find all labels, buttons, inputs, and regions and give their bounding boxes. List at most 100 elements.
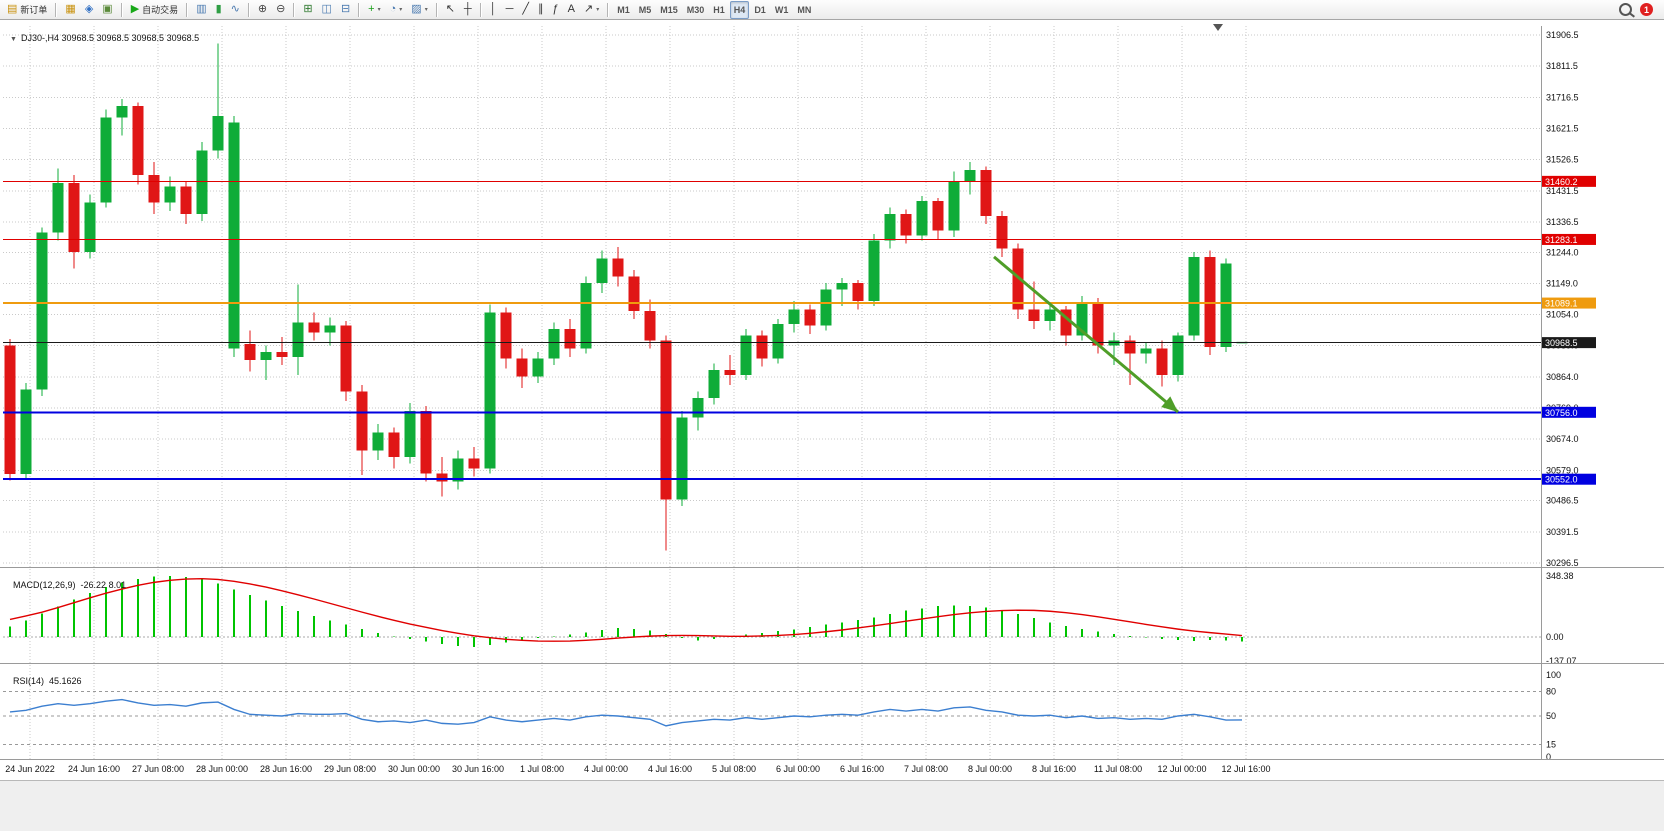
candle-body	[84, 202, 96, 252]
candle-body	[1044, 309, 1056, 321]
chevron-down-icon: ▾	[596, 7, 600, 13]
arrange-vertical-icon: ◫	[321, 3, 332, 15]
chevron-down-icon: ▾	[424, 7, 428, 13]
candle-body	[116, 106, 128, 118]
cursor-button[interactable]: ↖	[442, 1, 459, 19]
macd-label: MACD(12,26,9) -26.22 8.01	[8, 570, 126, 590]
periods-button[interactable]: ◔ ▾	[386, 1, 407, 19]
fibonacci-button[interactable]: ƒ	[549, 1, 563, 19]
candle-body	[884, 214, 896, 241]
timeframe-mn-button[interactable]: MN	[793, 1, 815, 19]
trendline-button[interactable]: ╱	[518, 1, 533, 19]
horizontal-line-icon: ─	[505, 3, 514, 15]
timeframe-m5-button[interactable]: M5	[635, 1, 656, 19]
candle-body	[4, 345, 16, 474]
candle-body	[468, 458, 480, 469]
market-watch-button[interactable]: ▦	[61, 1, 79, 19]
candle-body	[100, 117, 112, 203]
candle-body	[1172, 335, 1184, 375]
trendline-icon: ╱	[522, 3, 530, 15]
timeframe-m15-button[interactable]: M15	[656, 1, 682, 19]
candlestick-chart-button[interactable]: ▮	[212, 1, 226, 19]
rsi-axis-label: 100	[1546, 670, 1561, 680]
candle-body	[964, 169, 976, 182]
bottom-panel	[0, 780, 1664, 831]
candle-body	[516, 358, 528, 377]
candle-body	[692, 397, 704, 418]
candle-body	[628, 276, 640, 311]
line-chart-button[interactable]: ∿	[227, 1, 244, 19]
time-label: 28 Jun 00:00	[196, 764, 248, 774]
price-badge	[1542, 406, 1596, 418]
tile-windows-button[interactable]: ⊞	[299, 1, 316, 19]
rsi-value: 45.1626	[49, 676, 82, 686]
timeframe-d1-button[interactable]: D1	[750, 1, 770, 19]
bar-chart-button[interactable]: ▥	[192, 1, 210, 19]
arrange-horizontal-icon: ⊟	[340, 3, 351, 15]
price-label: 31906.5	[1546, 30, 1579, 40]
candle-body	[548, 329, 560, 359]
crosshair-button[interactable]: ┼	[460, 1, 476, 19]
candle-body	[260, 351, 272, 361]
zoom-out-icon: ⊖	[276, 3, 286, 15]
candle-body	[484, 312, 496, 469]
templates-button[interactable]: ▨ ▾	[407, 1, 431, 19]
autotrading-button[interactable]: ▶ 自动交易	[127, 1, 182, 19]
candle-body	[948, 181, 960, 231]
timeframe-h1-button[interactable]: H1	[709, 1, 729, 19]
zoom-out-button[interactable]: ⊖	[272, 1, 289, 19]
indicators-button[interactable]: + ▾	[364, 1, 384, 19]
price-badge	[1542, 297, 1596, 309]
chevron-down-icon[interactable]: ▼	[10, 36, 17, 43]
navigator-button[interactable]: ◈	[81, 1, 97, 19]
candle-body	[68, 183, 80, 252]
price-badge-label: 31089.1	[1545, 299, 1578, 309]
macd-axis-label: 348.38	[1546, 571, 1574, 581]
candle-body	[1156, 348, 1168, 375]
search-icon[interactable]	[1619, 3, 1632, 16]
toolbar-separator	[120, 2, 123, 17]
arrange-horizontal-button[interactable]: ⊟	[337, 1, 354, 19]
time-label: 28 Jun 16:00	[260, 764, 312, 774]
notification-badge[interactable]: 1	[1640, 3, 1653, 16]
macd-signal-line	[9, 577, 1243, 642]
candle-body	[804, 309, 816, 326]
zoom-in-icon: ⊕	[257, 3, 268, 15]
timeframe-m1-button[interactable]: M1	[613, 1, 634, 19]
channel-button[interactable]: ∥	[534, 1, 548, 19]
candle-body	[372, 432, 384, 451]
candle-body	[676, 417, 688, 500]
price-label: 31149.0	[1546, 278, 1578, 288]
arrange-vertical-button[interactable]: ◫	[318, 1, 336, 19]
candle-body	[20, 389, 32, 474]
time-label: 12 Jul 00:00	[1157, 764, 1206, 774]
price-label: 30579.0	[1546, 465, 1579, 475]
timeframe-w1-button[interactable]: W1	[771, 1, 793, 19]
time-label: 6 Jul 00:00	[776, 764, 820, 774]
time-label: 8 Jul 00:00	[968, 764, 1012, 774]
new-order-button[interactable]: ▤ 新订单	[3, 1, 51, 19]
candle-body	[532, 358, 544, 377]
candle-body	[564, 329, 576, 349]
candle-body	[356, 391, 368, 451]
toolbar-separator	[186, 2, 189, 17]
horizontal-line-button[interactable]: ─	[502, 1, 518, 19]
arrows-button[interactable]: ↗ ▾	[580, 1, 603, 19]
candle-body	[660, 340, 672, 500]
candle-body	[436, 473, 448, 482]
terminal-button[interactable]: ▣	[98, 1, 116, 19]
time-label: 5 Jul 08:00	[712, 764, 756, 774]
candle-body	[852, 283, 864, 302]
vertical-line-button[interactable]: │	[486, 1, 501, 19]
trend-arrow-line[interactable]	[993, 255, 1179, 414]
timeframe-h4-button[interactable]: H4	[729, 0, 750, 19]
candle-body	[580, 283, 592, 349]
timeframe-m30-button[interactable]: M30	[683, 1, 709, 19]
chart-title-text: DJ30-,H4 30968.5 30968.5 30968.5 30968.5	[20, 33, 200, 43]
candle-body	[1060, 309, 1072, 336]
text-button[interactable]: A	[564, 1, 579, 19]
price-label: 30391.5	[1546, 527, 1579, 537]
zoom-in-button[interactable]: ⊕	[254, 1, 271, 19]
chart-canvas[interactable]: 24 Jun 2022 24 Jun 16:00 27 Jun 08:00 28 Ju…	[0, 20, 1664, 780]
chart-shift-marker[interactable]	[1213, 24, 1223, 31]
